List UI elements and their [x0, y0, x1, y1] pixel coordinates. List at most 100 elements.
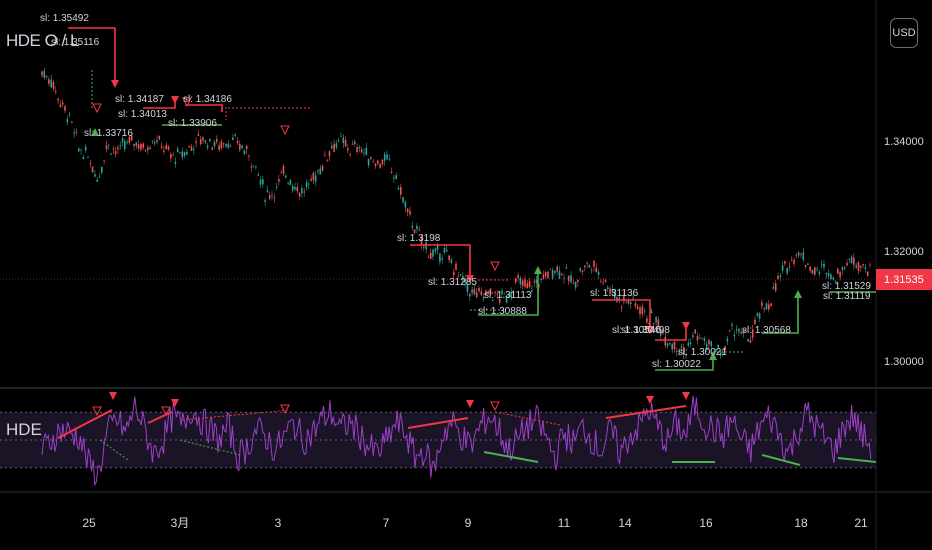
candle-body	[59, 104, 62, 107]
candle-body	[724, 346, 726, 351]
candle-body	[469, 294, 471, 297]
candle-body	[457, 276, 460, 277]
candle-body	[694, 329, 696, 334]
candle-body	[515, 278, 517, 283]
divergence-line-green	[837, 457, 877, 463]
candle-body	[689, 342, 692, 345]
stop-loss-label: sl: 1.31119	[823, 291, 871, 302]
candle-body	[535, 279, 538, 284]
candle-body	[439, 253, 441, 262]
candle-body	[434, 248, 437, 252]
hidden-sell-marker	[92, 103, 102, 114]
candle-body	[556, 266, 558, 272]
candle-body	[740, 331, 742, 334]
candle-body	[383, 154, 386, 161]
candle-body	[241, 145, 243, 148]
candle-body	[473, 288, 476, 295]
candle-body	[402, 197, 404, 203]
candle-body	[494, 291, 496, 293]
candle-body	[257, 174, 259, 176]
stop-loss-label: sl: 1.35116	[51, 37, 100, 48]
candle-body	[756, 313, 759, 316]
candle-body	[317, 170, 319, 172]
candle-body	[68, 114, 71, 116]
candle-body	[117, 147, 119, 150]
candle-body	[312, 172, 315, 181]
candle-body	[492, 299, 494, 301]
candle-body	[717, 344, 719, 348]
candle-body	[43, 70, 46, 78]
candle-body	[41, 71, 43, 76]
candle-body	[363, 152, 365, 154]
candle-body	[52, 82, 55, 89]
candle-body	[45, 75, 48, 77]
candle-body	[742, 330, 745, 334]
candle-body	[107, 144, 110, 146]
candle-body	[581, 270, 584, 273]
candle-body	[676, 351, 678, 353]
time-axis-tick: 9	[465, 516, 472, 530]
candle-body	[708, 339, 710, 345]
candle-body	[701, 337, 703, 339]
candle-body	[48, 79, 50, 84]
candle-body	[218, 145, 220, 150]
candle-body	[406, 208, 409, 212]
candle-body	[634, 303, 637, 307]
candle-body	[784, 261, 786, 264]
candle-body	[777, 276, 779, 280]
candle-body	[528, 281, 531, 288]
stop-loss-line-red	[68, 27, 116, 82]
candle-body	[508, 294, 510, 296]
stop-loss-label: sl: 1.33716	[84, 128, 133, 139]
candle-body	[650, 310, 653, 314]
candle-body	[321, 165, 324, 171]
candle-body	[855, 265, 857, 268]
candle-body	[331, 146, 333, 149]
candle-body	[151, 140, 154, 142]
candle-body	[602, 282, 604, 284]
candle-body	[733, 334, 736, 337]
candle-body	[66, 118, 69, 123]
candle-body	[710, 341, 713, 347]
stop-loss-label: sl: 1.34186	[183, 94, 232, 105]
candle-body	[853, 257, 855, 265]
stop-loss-label: sl: 1.34187	[115, 94, 164, 105]
candle-body	[579, 268, 581, 271]
candle-body	[234, 134, 236, 136]
candle-body	[340, 135, 342, 137]
candle-body	[572, 283, 575, 285]
candle-body	[827, 273, 830, 276]
currency-button[interactable]: USD	[890, 18, 918, 48]
candle-body	[232, 137, 234, 141]
price-axis-tick: 1.34000	[884, 136, 924, 148]
candle-body	[140, 144, 142, 150]
candle-body	[179, 152, 181, 154]
candle-body	[372, 161, 374, 163]
candle-body	[420, 236, 423, 245]
candle-body	[245, 145, 248, 150]
candle-body	[834, 280, 837, 282]
price-axis-tick: 1.32000	[884, 246, 924, 258]
candle-body	[170, 154, 172, 159]
hidden-sell-marker	[490, 261, 500, 272]
candle-body	[738, 328, 740, 332]
candle-body	[613, 291, 616, 299]
candle-body	[745, 329, 747, 330]
candle-body	[252, 166, 255, 167]
candle-body	[174, 161, 177, 164]
candle-body	[73, 132, 75, 134]
time-axis-tick: 3月	[171, 516, 190, 530]
candle-body	[264, 200, 266, 202]
candle-body	[101, 166, 103, 173]
candle-body	[448, 255, 450, 261]
candle-body	[772, 287, 775, 289]
indicator-sub-label: HDE	[6, 420, 42, 439]
candle-body	[310, 178, 312, 181]
candle-body	[446, 249, 448, 252]
candle-body	[786, 267, 788, 274]
candlesticks	[41, 67, 871, 360]
candle-body	[501, 290, 503, 295]
time-axis-tick: 14	[618, 516, 632, 530]
oscillator-sell-marker	[171, 399, 179, 407]
